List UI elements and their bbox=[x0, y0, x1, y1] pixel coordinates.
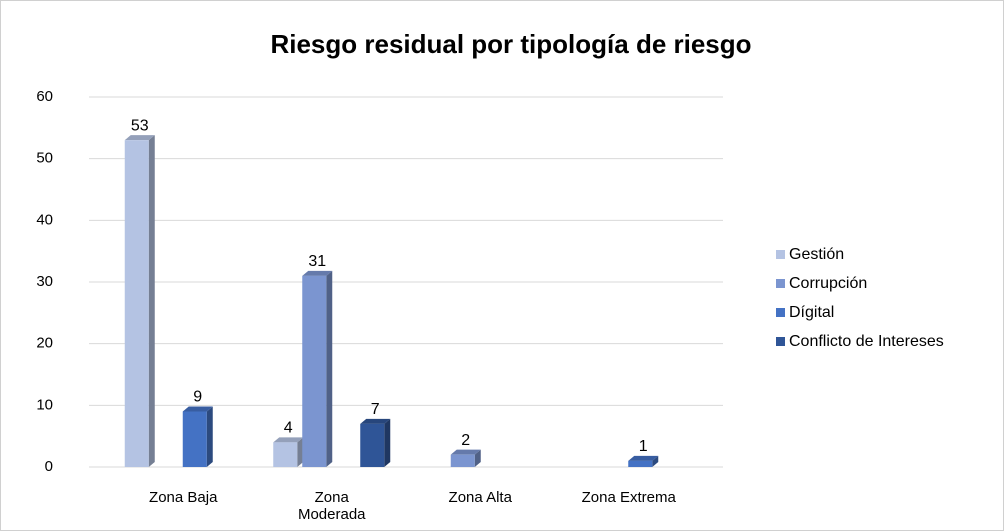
bar bbox=[124, 135, 155, 467]
y-tick-label: 30 bbox=[36, 273, 53, 290]
data-label: 53 bbox=[131, 117, 149, 134]
bar bbox=[273, 437, 304, 467]
legend-label: Dígital bbox=[789, 304, 834, 321]
y-tick-label: 20 bbox=[36, 335, 53, 352]
bar bbox=[450, 449, 481, 467]
legend-swatch bbox=[776, 279, 785, 288]
y-tick-label: 10 bbox=[36, 396, 53, 413]
chart-title: Riesgo residual por tipología de riesgo bbox=[270, 29, 751, 59]
x-tick-label: Zona Baja bbox=[149, 489, 218, 506]
bar bbox=[182, 406, 213, 467]
data-label: 4 bbox=[284, 420, 293, 437]
bar bbox=[360, 418, 391, 467]
x-tick-label: Zona Moderada bbox=[297, 489, 366, 523]
legend-label: Corrupción bbox=[789, 275, 867, 292]
legend-swatch bbox=[776, 250, 785, 259]
y-tick-label: 0 bbox=[45, 458, 53, 475]
y-tick-label: 50 bbox=[36, 150, 53, 167]
legend-swatch bbox=[776, 308, 785, 317]
x-tick-label: Zona Extrema bbox=[581, 489, 676, 506]
bar bbox=[302, 270, 333, 467]
data-label: 2 bbox=[461, 432, 470, 449]
legend-label: Gestión bbox=[789, 246, 844, 263]
bar bbox=[628, 455, 659, 467]
legend-label: Conflicto de Intereses bbox=[789, 333, 944, 350]
data-label: 1 bbox=[639, 438, 648, 455]
data-label: 31 bbox=[308, 253, 326, 270]
x-tick-label: Zona Alta bbox=[448, 489, 512, 506]
y-tick-label: 40 bbox=[36, 211, 53, 228]
legend-swatch bbox=[776, 337, 785, 346]
data-label: 7 bbox=[371, 401, 380, 418]
data-label: 9 bbox=[193, 389, 202, 406]
y-tick-label: 60 bbox=[36, 88, 53, 105]
